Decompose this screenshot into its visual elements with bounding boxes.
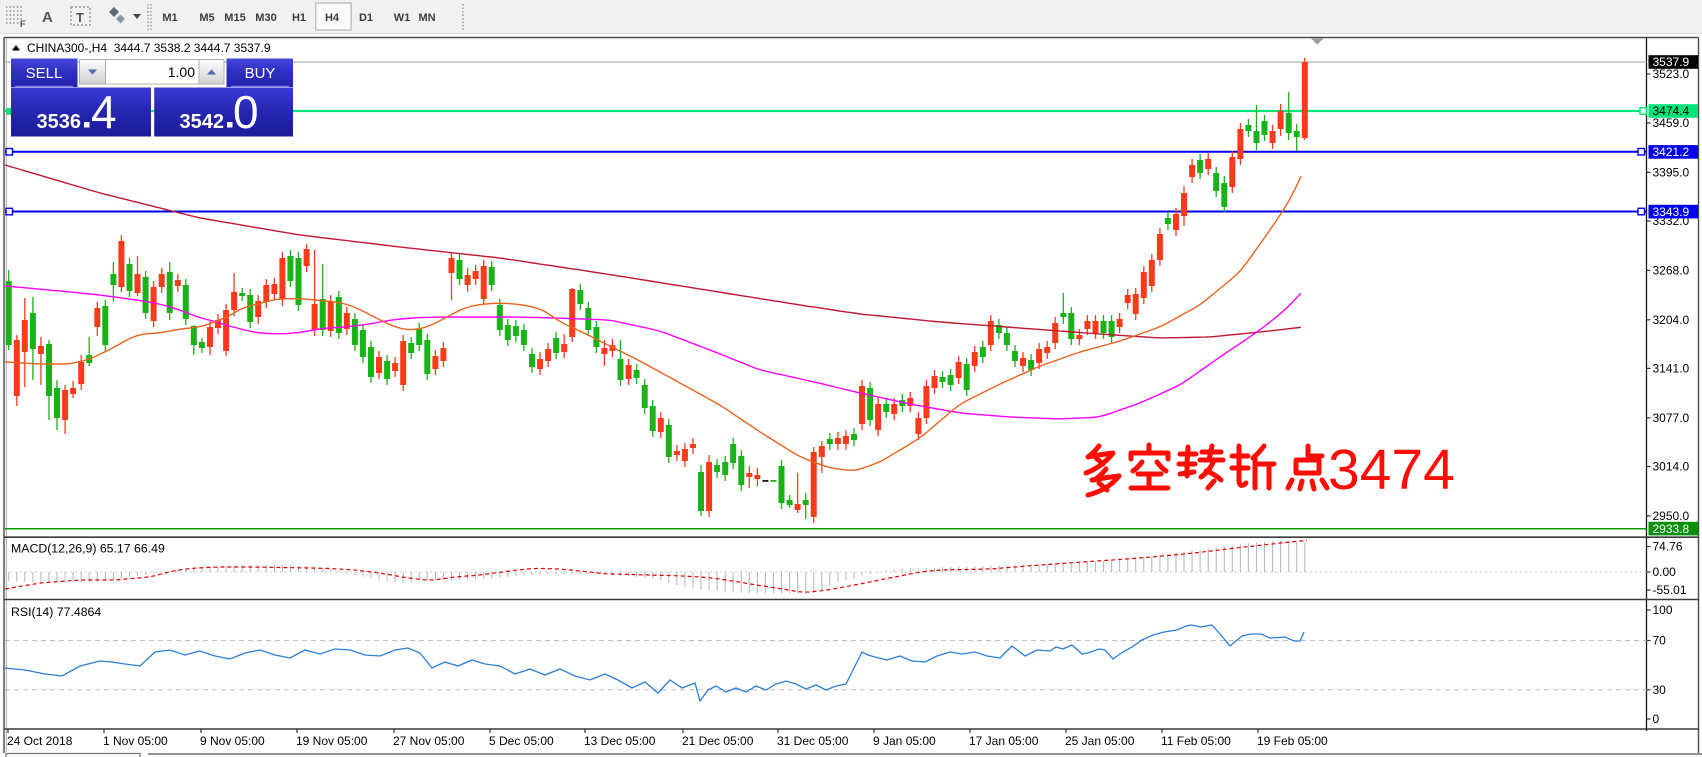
svg-text:11 Feb 05:00: 11 Feb 05:00 — [1161, 734, 1231, 748]
svg-text:13 Dec 05:00: 13 Dec 05:00 — [584, 734, 656, 748]
svg-text:3268.0: 3268.0 — [1653, 263, 1690, 277]
svg-text:30: 30 — [1653, 683, 1667, 697]
svg-text:M15: M15 — [224, 12, 245, 24]
svg-text:3077.0: 3077.0 — [1653, 411, 1690, 425]
svg-text:0.00: 0.00 — [1653, 565, 1677, 579]
svg-text:31 Dec 05:00: 31 Dec 05:00 — [777, 734, 849, 748]
svg-text:24 Oct 2018: 24 Oct 2018 — [7, 734, 73, 748]
svg-text:3141.0: 3141.0 — [1653, 361, 1690, 375]
svg-text:3542: 3542 — [180, 111, 225, 133]
svg-text:A: A — [42, 9, 53, 26]
svg-text:19 Feb 05:00: 19 Feb 05:00 — [1257, 734, 1328, 748]
svg-text:T: T — [76, 10, 84, 25]
svg-text:MN: MN — [418, 12, 435, 24]
svg-text:3343.9: 3343.9 — [1653, 205, 1690, 219]
svg-text:3014.0: 3014.0 — [1653, 460, 1690, 474]
svg-text:3395.0: 3395.0 — [1653, 165, 1690, 179]
svg-text:3459.0: 3459.0 — [1653, 116, 1690, 130]
svg-text:2950.0: 2950.0 — [1653, 509, 1690, 523]
svg-text:W1: W1 — [394, 12, 411, 24]
svg-text:MACD(12,26,9) 65.17 66.49: MACD(12,26,9) 65.17 66.49 — [11, 542, 165, 556]
svg-text:70: 70 — [1653, 634, 1667, 648]
svg-text:BUY: BUY — [245, 65, 276, 82]
svg-text:1 Nov 05:00: 1 Nov 05:00 — [103, 734, 168, 748]
svg-text:0: 0 — [233, 86, 259, 138]
svg-text:9 Jan 05:00: 9 Jan 05:00 — [873, 734, 936, 748]
svg-text:0: 0 — [1653, 712, 1660, 726]
svg-text:1.00: 1.00 — [168, 64, 195, 80]
svg-text:3421.2: 3421.2 — [1653, 145, 1690, 159]
svg-text:RSI(14) 77.4864: RSI(14) 77.4864 — [11, 605, 101, 619]
svg-text:3204.0: 3204.0 — [1653, 313, 1690, 327]
svg-text:5 Dec 05:00: 5 Dec 05:00 — [489, 734, 554, 748]
svg-text:H1: H1 — [292, 12, 306, 24]
svg-text:H4: H4 — [325, 12, 340, 24]
svg-text:M30: M30 — [255, 12, 276, 24]
svg-text:25 Jan 05:00: 25 Jan 05:00 — [1065, 734, 1135, 748]
svg-text:D1: D1 — [359, 12, 373, 24]
svg-text:17 Jan 05:00: 17 Jan 05:00 — [969, 734, 1039, 748]
svg-text:M5: M5 — [199, 12, 214, 24]
svg-text:M1: M1 — [162, 12, 177, 24]
svg-text:9 Nov 05:00: 9 Nov 05:00 — [200, 734, 265, 748]
svg-text:3474.4: 3474.4 — [1653, 104, 1690, 118]
svg-text:F: F — [20, 19, 26, 29]
svg-text:CHINA300-,H4 3444.7 3538.2 34: CHINA300-,H4 3444.7 3538.2 3444.7 3537.9 — [27, 41, 271, 55]
svg-text:2933.8: 2933.8 — [1653, 522, 1690, 536]
svg-text:21 Dec 05:00: 21 Dec 05:00 — [682, 734, 754, 748]
svg-text:19 Nov 05:00: 19 Nov 05:00 — [296, 734, 368, 748]
svg-text:3474: 3474 — [1328, 438, 1455, 502]
svg-text:3536: 3536 — [37, 111, 82, 133]
svg-text:100: 100 — [1653, 603, 1673, 617]
svg-text:27 Nov 05:00: 27 Nov 05:00 — [393, 734, 465, 748]
svg-text:4: 4 — [91, 86, 117, 138]
svg-text:74.76: 74.76 — [1653, 540, 1683, 554]
svg-text:3523.0: 3523.0 — [1653, 67, 1690, 81]
svg-text:3537.9: 3537.9 — [1653, 55, 1690, 69]
svg-text:SELL: SELL — [26, 65, 63, 82]
svg-text:-55.01: -55.01 — [1653, 583, 1687, 597]
